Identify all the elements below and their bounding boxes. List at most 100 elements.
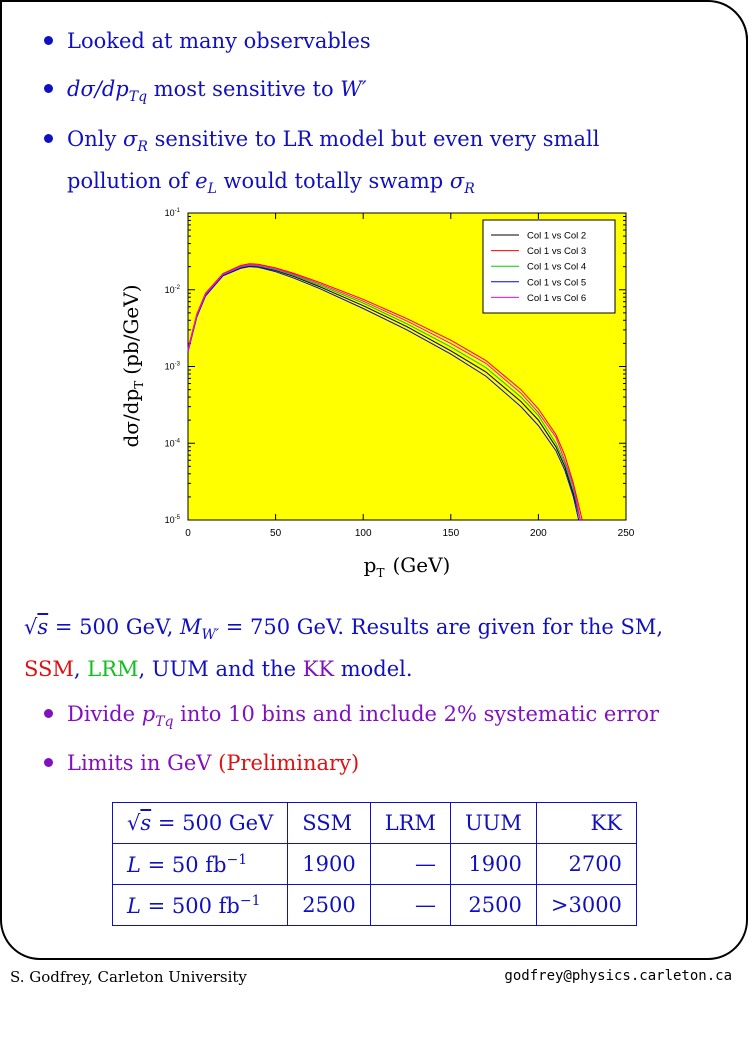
legend-label: Col 1 vs Col 5 <box>527 277 586 288</box>
x-tick-label: 100 <box>355 528 372 539</box>
cell-lrm: — <box>369 884 451 926</box>
math-s: s <box>140 811 152 835</box>
y-tick-label: 10-2 <box>165 285 181 295</box>
cell-ssm: 1900 <box>287 843 371 885</box>
text-run: = 750 GeV. Results are given for the SM, <box>219 615 664 639</box>
bullet-dot <box>44 134 53 143</box>
y-tick-labels: 10-1 10-2 10-3 10-4 10-5 <box>165 208 181 525</box>
text-run: , UUM and the <box>138 657 303 682</box>
y-label-main: dσ/dp <box>119 389 143 448</box>
bullet-dot <box>44 758 53 767</box>
math-s: s <box>37 615 49 639</box>
cell-uum: 1900 <box>449 843 537 885</box>
math-sub: Tq <box>155 714 174 731</box>
math-m: M <box>179 615 202 639</box>
y-tick-label: 10-1 <box>165 208 181 218</box>
series-lines <box>187 263 583 521</box>
series-line-5 <box>187 266 580 521</box>
bullet-observables: Looked at many observables <box>44 24 371 58</box>
header-lrm: LRM <box>369 802 451 844</box>
text-run: = 500 fb <box>140 893 240 918</box>
x-axis-label: pT (GeV) <box>364 553 451 580</box>
bullet-text: Divide pTq into 10 bins and include 2% s… <box>67 697 659 739</box>
cell-kk: 2700 <box>535 843 637 885</box>
text-run: = 500 GeV <box>151 811 274 835</box>
bullet-dot <box>44 84 53 93</box>
x-tick-label: 150 <box>442 528 459 539</box>
series-line-6 <box>187 264 581 521</box>
bullet-text: Looked at many observables <box>67 29 371 53</box>
series-line-3 <box>187 263 583 521</box>
y-label-sub: T <box>132 381 146 389</box>
row-luminosity: L = 500 fb−1 <box>111 884 289 926</box>
header-ssm: SSM <box>287 802 371 844</box>
preliminary-label: (Preliminary) <box>218 751 360 775</box>
text-run: sensitive to LR model but even very smal… <box>67 127 600 194</box>
text-run: Divide <box>67 702 142 726</box>
legend: Col 1 vs Col 2 Col 1 vs Col 3 Col 1 vs Col… <box>482 219 616 314</box>
bullet-lr-model: Only σR sensitive to LR model but even v… <box>44 122 704 206</box>
sqrt-sign: √ <box>24 615 38 639</box>
bullet-text: Only σR sensitive to LR model but even v… <box>67 122 697 206</box>
math-l: L <box>127 893 141 918</box>
model-lrm: LRM <box>87 657 139 682</box>
bullet-text: dσ/dpTq most sensitive to W′ <box>67 72 367 114</box>
math-e: e <box>195 169 208 194</box>
text-run: = 50 fb <box>140 852 227 877</box>
x-tick-label: 250 <box>618 528 635 539</box>
table-header-row: √s = 500 GeV SSM LRM UUM KK <box>111 802 637 844</box>
bullet-text: Limits in GeV (Preliminary) <box>67 746 359 780</box>
x-tick-label: 0 <box>185 528 191 539</box>
math-p: p <box>141 702 156 726</box>
y-tick-label: 10-4 <box>165 438 181 448</box>
limits-table: √s = 500 GeV SSM LRM UUM KK L = 50 fb−1 … <box>111 802 637 926</box>
x-label-sub: T <box>376 566 384 580</box>
math-sub: L <box>207 181 217 198</box>
header-uum: UUM <box>449 802 537 844</box>
text-run: = 500 GeV, <box>48 615 180 639</box>
math-dsigma: dσ/dp <box>67 77 129 101</box>
axis-ticks <box>187 213 627 521</box>
y-tick-label: 10-5 <box>165 515 181 525</box>
cell-uum: 2500 <box>449 884 537 926</box>
cell-lrm: — <box>369 843 451 885</box>
math-sub: W′ <box>201 627 220 644</box>
text-run: Only <box>67 127 123 151</box>
math-sub: Tq <box>128 89 148 106</box>
exponent: −1 <box>239 892 261 909</box>
model-ssm: SSM <box>24 657 74 682</box>
exponent: −1 <box>226 851 248 868</box>
legend-label: Col 1 vs Col 2 <box>527 231 586 242</box>
text-run: most sensitive to <box>147 77 341 101</box>
legend-label: Col 1 vs Col 4 <box>527 262 586 273</box>
text-run: into 10 bins and include 2% systematic e… <box>173 702 660 726</box>
model-kk: KK <box>302 657 335 682</box>
y-label-unit: (pb/GeV) <box>119 284 143 374</box>
footer-email: godfrey@physics.carleton.ca <box>504 968 732 984</box>
x-tick-label: 50 <box>270 528 282 539</box>
legend-label: Col 1 vs Col 6 <box>527 293 586 304</box>
header-kk: KK <box>535 802 637 844</box>
header-energy: √s = 500 GeV <box>111 802 289 844</box>
x-label-main: p <box>364 553 377 577</box>
bullet-bins: Divide pTq into 10 bins and include 2% s… <box>44 697 659 739</box>
table-row: L = 500 fb−1 2500 — 2500 >3000 <box>111 884 637 926</box>
cell-kk: >3000 <box>535 884 637 926</box>
bullet-dot <box>44 36 53 45</box>
text-run: model. <box>334 657 413 682</box>
math-sub: R <box>464 181 475 198</box>
math-sigma: σ <box>449 169 465 194</box>
y-tick-label: 10-3 <box>165 362 181 372</box>
cell-ssm: 2500 <box>287 884 371 926</box>
math-wprime: W′ <box>340 77 367 101</box>
math-sigma: σ <box>123 127 138 151</box>
row-luminosity: L = 50 fb−1 <box>111 843 289 885</box>
x-tick-label: 200 <box>530 528 547 539</box>
bullet-dot <box>44 709 53 718</box>
text-run: would totally swamp <box>216 169 450 194</box>
math-sub: R <box>137 139 148 156</box>
sqrt-sign: √ <box>127 811 141 835</box>
text-run: , <box>73 657 88 682</box>
bullet-limits: Limits in GeV (Preliminary) <box>44 746 359 780</box>
y-axis-label: dσ/dpT (pb/GeV) <box>119 284 146 447</box>
